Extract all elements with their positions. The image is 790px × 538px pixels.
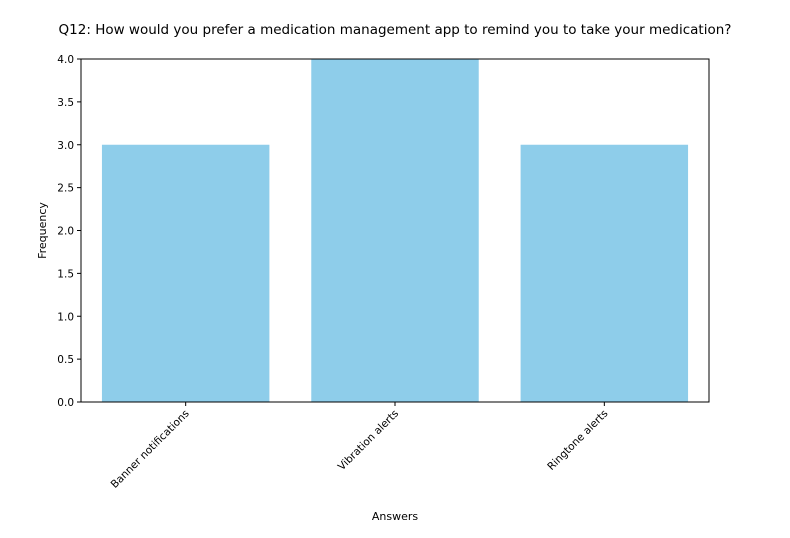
x-tick-label: Banner notifications [109,408,192,491]
y-tick-label: 3.0 [57,140,74,152]
y-tick-label: 1.0 [57,311,74,323]
x-axis: Banner notifications Vibration alerts Ring… [109,402,610,491]
x-tick-label: Vibration alerts [336,408,401,473]
bars-layer [101,59,689,402]
y-tick-label: 2.0 [57,226,74,238]
x-tick-label: Ringtone alerts [545,408,610,473]
x-axis-label: Answers [372,510,419,523]
y-axis-label: Frequency [36,202,49,259]
y-tick-label: 0.0 [57,397,74,409]
y-tick-label: 1.5 [57,268,74,280]
y-tick-label: 4.0 [57,54,74,66]
y-tick-label: 3.5 [57,97,74,109]
bar-3 [520,144,689,402]
bar-2 [311,59,479,402]
bar-1 [101,144,270,402]
y-axis: 0.0 0.5 1.0 1.5 2.0 2.5 3.0 3.5 4.0 [57,54,81,409]
y-tick-label: 0.5 [57,354,74,366]
chart-title: Q12: How would you prefer a medication m… [59,22,732,38]
y-tick-label: 2.5 [57,183,74,195]
